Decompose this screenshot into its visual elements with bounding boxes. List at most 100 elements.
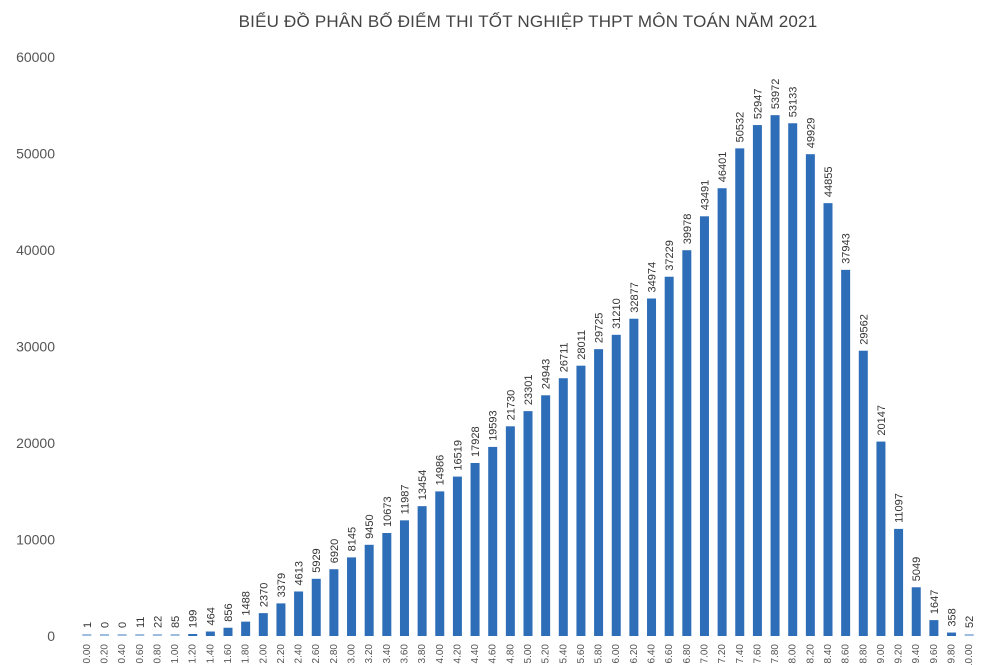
chart-title: BIỂU ĐỒ PHÂN BỐ ĐIỂM THI TỐT NGHIỆP THPT…: [239, 11, 818, 31]
x-tick-label: 2.80: [329, 644, 340, 664]
bar: [417, 506, 427, 636]
bar: [452, 476, 462, 636]
x-tick-label: 6.40: [647, 644, 658, 664]
data-label: 23301: [523, 375, 535, 406]
data-label: 21730: [505, 390, 517, 421]
data-label: 37229: [664, 240, 676, 271]
x-tick-label: 5.60: [576, 644, 587, 664]
bar: [347, 557, 357, 636]
bar: [929, 620, 939, 636]
bar: [276, 603, 286, 636]
x-tick-label: 8.80: [858, 644, 869, 664]
bar: [241, 621, 251, 636]
y-tick-label: 10000: [16, 532, 55, 548]
bar: [788, 123, 798, 636]
y-tick-label: 20000: [16, 435, 55, 451]
bar: [629, 318, 639, 636]
y-tick-label: 40000: [16, 242, 55, 258]
data-label: 11: [135, 617, 147, 628]
bar: [399, 520, 409, 636]
data-label: 29562: [858, 314, 870, 345]
bar: [117, 634, 127, 636]
bar: [894, 528, 904, 636]
data-label: 53133: [788, 87, 800, 118]
data-label: 4613: [294, 561, 306, 585]
x-tick-label: 0.00: [82, 644, 93, 664]
x-tick-label: 2.00: [258, 644, 269, 664]
bar: [858, 350, 868, 636]
x-tick-label: 8.60: [841, 644, 852, 664]
data-label: 16519: [452, 440, 464, 471]
data-label: 17928: [470, 426, 482, 457]
bar: [911, 587, 921, 636]
bar: [470, 462, 480, 636]
bar: [523, 411, 533, 636]
x-tick-label: 6.00: [611, 644, 622, 664]
x-tick-label: 1.80: [241, 644, 252, 664]
data-label: 8145: [347, 527, 359, 551]
bar: [770, 115, 780, 637]
x-tick-label: 9.80: [947, 644, 958, 664]
bars: [82, 115, 974, 637]
bar: [505, 426, 515, 636]
x-tick-label: 2.40: [294, 644, 305, 664]
x-tick-label: 3.20: [364, 644, 375, 664]
bar: [947, 632, 957, 636]
bar: [488, 446, 498, 636]
bar: [576, 365, 586, 636]
x-tick-label: 9.20: [894, 644, 905, 664]
bar: [664, 276, 674, 636]
bar: [311, 578, 321, 636]
data-label: 50532: [735, 112, 747, 143]
data-label: 1488: [241, 591, 253, 615]
data-label: 43491: [699, 180, 711, 211]
bar: [805, 154, 815, 636]
data-label: 11987: [399, 485, 411, 515]
bar: [841, 269, 851, 636]
bar: [682, 250, 692, 636]
x-tick-label: 3.80: [417, 644, 428, 664]
data-label: 52947: [752, 88, 764, 119]
x-tick-label: 6.20: [629, 644, 640, 664]
data-label: 37943: [841, 233, 853, 264]
x-tick-label: 8.40: [823, 644, 834, 664]
data-label: 28011: [576, 330, 588, 360]
x-tick-label: 9.60: [929, 644, 940, 664]
x-tick-label: 4.40: [470, 644, 481, 664]
data-label: 39978: [682, 214, 694, 245]
data-label: 44855: [823, 167, 835, 198]
x-tick-label: 4.00: [435, 644, 446, 664]
x-tick-label: 7.80: [770, 644, 781, 664]
data-label: 856: [223, 603, 235, 621]
data-label: 0: [117, 622, 129, 628]
x-tick-label: 1.00: [170, 644, 181, 664]
bar: [170, 634, 180, 636]
x-tick-label: 8.00: [788, 644, 799, 664]
x-tick-label: 7.00: [699, 644, 710, 664]
data-label: 10673: [382, 496, 394, 527]
x-tick-label: 10.00: [964, 644, 975, 665]
data-label: 9450: [364, 514, 376, 538]
x-tick-label: 6.60: [664, 644, 675, 664]
y-tick-label: 30000: [16, 339, 55, 355]
data-label: 1: [82, 622, 94, 628]
data-label: 464: [205, 607, 217, 625]
bar: [223, 627, 233, 636]
bar: [611, 334, 621, 636]
bar: [188, 634, 198, 636]
bar: [382, 533, 392, 636]
data-label: 32877: [629, 282, 641, 313]
data-label: 34974: [647, 262, 659, 293]
x-tick-label: 5.00: [523, 644, 534, 664]
data-label: 14986: [435, 455, 447, 486]
data-label: 29725: [594, 313, 606, 344]
bar: [329, 569, 339, 636]
data-label: 24943: [541, 359, 553, 390]
bar: [558, 378, 568, 636]
data-label: 5929: [311, 548, 323, 572]
x-tick-label: 7.40: [735, 644, 746, 664]
data-label: 0: [99, 622, 111, 628]
y-tick-label: 50000: [16, 146, 55, 162]
x-tick-label: 4.20: [452, 644, 463, 664]
